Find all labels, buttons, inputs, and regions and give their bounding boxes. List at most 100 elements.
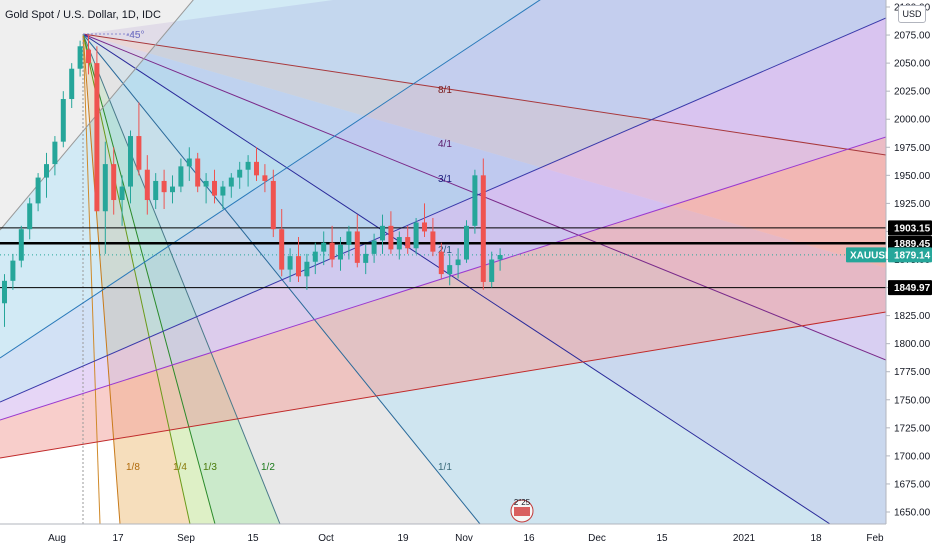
fan-line-1-1 <box>82 33 281 524</box>
candle <box>388 211 394 254</box>
candle <box>245 155 251 187</box>
candle <box>489 251 495 288</box>
fan-label-2-1: 2/1 <box>438 245 452 256</box>
candle <box>287 248 293 282</box>
y-tick-label: 1750.00 <box>894 395 931 406</box>
fan-line-red <box>0 311 886 459</box>
x-tick-label: Oct <box>318 533 334 544</box>
candle <box>338 237 343 271</box>
candle <box>153 173 159 209</box>
candle <box>170 175 175 204</box>
candle <box>18 225 24 268</box>
candle <box>262 164 268 193</box>
svg-text:XAUUSD: XAUUSD <box>850 250 892 261</box>
fan-label-1-8: 1/8 <box>126 462 140 473</box>
candle <box>186 147 192 181</box>
candle <box>144 155 150 215</box>
y-tick-label: 2075.00 <box>894 31 931 42</box>
y-tick-label: 1700.00 <box>894 451 931 462</box>
candle <box>455 248 461 279</box>
candle <box>237 161 243 189</box>
candle <box>413 217 419 254</box>
candle <box>279 209 285 277</box>
candle <box>363 244 369 275</box>
earnings-badge[interactable]: 2"25 <box>510 498 534 523</box>
currency-button[interactable]: USD <box>898 5 926 23</box>
candle <box>270 169 276 238</box>
candle <box>136 102 142 176</box>
fan-line-violet <box>0 136 886 421</box>
candle <box>497 248 503 271</box>
candle <box>10 253 16 290</box>
x-tick-label: 16 <box>523 533 535 544</box>
candle <box>321 231 327 266</box>
fan-label-8-1: 8/1 <box>438 85 452 96</box>
y-tick-label: 1675.00 <box>894 479 931 490</box>
y-tick-label: 2025.00 <box>894 87 931 98</box>
fan-line-1-2 <box>82 33 216 524</box>
candle <box>312 242 318 275</box>
candle <box>128 130 133 204</box>
fan-label-4-1: 4/1 <box>438 139 452 150</box>
x-tick-label: 15 <box>247 533 259 544</box>
fan-fill-low-3 <box>0 0 886 402</box>
candle <box>52 136 58 176</box>
candle <box>111 147 117 215</box>
fan-fill-low-2 <box>0 18 886 420</box>
y-tick-label: 2050.00 <box>894 59 931 70</box>
candle <box>35 173 41 212</box>
svg-text:1849.97: 1849.97 <box>894 283 931 294</box>
candle <box>86 35 91 75</box>
candle <box>346 225 352 260</box>
x-tick-label: 2021 <box>733 533 756 544</box>
candle <box>212 169 217 204</box>
candle <box>380 214 385 254</box>
fan-line-blue-1 <box>0 0 541 359</box>
price-label: 1889.45 <box>888 235 932 251</box>
candle <box>304 253 310 290</box>
candle <box>69 63 75 108</box>
candle <box>405 225 411 254</box>
x-tick-label: 19 <box>397 533 409 544</box>
candle <box>161 169 167 209</box>
candle <box>480 158 486 290</box>
svg-text:1903.15: 1903.15 <box>894 223 931 234</box>
price-label: 1849.97 <box>888 280 932 296</box>
candle <box>60 91 66 148</box>
candle <box>430 217 436 257</box>
fan-label-1-1: 1/1 <box>438 462 452 473</box>
candle <box>203 173 209 204</box>
fan-label-1-4: 1/4 <box>173 462 187 473</box>
price-label: 1879.14 <box>888 247 932 263</box>
candle <box>102 141 108 254</box>
candle <box>195 152 201 193</box>
candle <box>464 220 469 263</box>
fan-line-grey <box>0 0 194 231</box>
y-tick-label: 2000.00 <box>894 115 931 126</box>
candle <box>438 242 444 279</box>
fan-line-2-1 <box>82 33 481 524</box>
fan-line-1-4 <box>82 33 121 524</box>
candle <box>228 173 234 198</box>
candle <box>396 231 402 260</box>
x-tick-label: Aug <box>48 533 66 544</box>
candle <box>472 169 478 234</box>
fan-line-1-3 <box>82 33 191 524</box>
candle <box>94 46 100 212</box>
candle <box>371 233 377 263</box>
time-axis-background <box>0 524 932 550</box>
candle <box>44 152 49 198</box>
symbol-label: XAUUSD <box>846 247 892 263</box>
candle <box>27 197 33 240</box>
fan-label-45: -45° <box>126 30 144 41</box>
candle <box>254 147 259 181</box>
price-label: 1903.15 <box>888 220 932 236</box>
x-tick-label: Dec <box>588 533 606 544</box>
x-tick-label: Feb <box>866 533 884 544</box>
y-tick-label: 1825.00 <box>894 311 931 322</box>
svg-text:1879.14: 1879.14 <box>894 250 931 261</box>
y-tick-label: 1775.00 <box>894 367 931 378</box>
y-tick-label: 1950.00 <box>894 171 931 182</box>
fan-label-1-2: 1/2 <box>261 462 275 473</box>
